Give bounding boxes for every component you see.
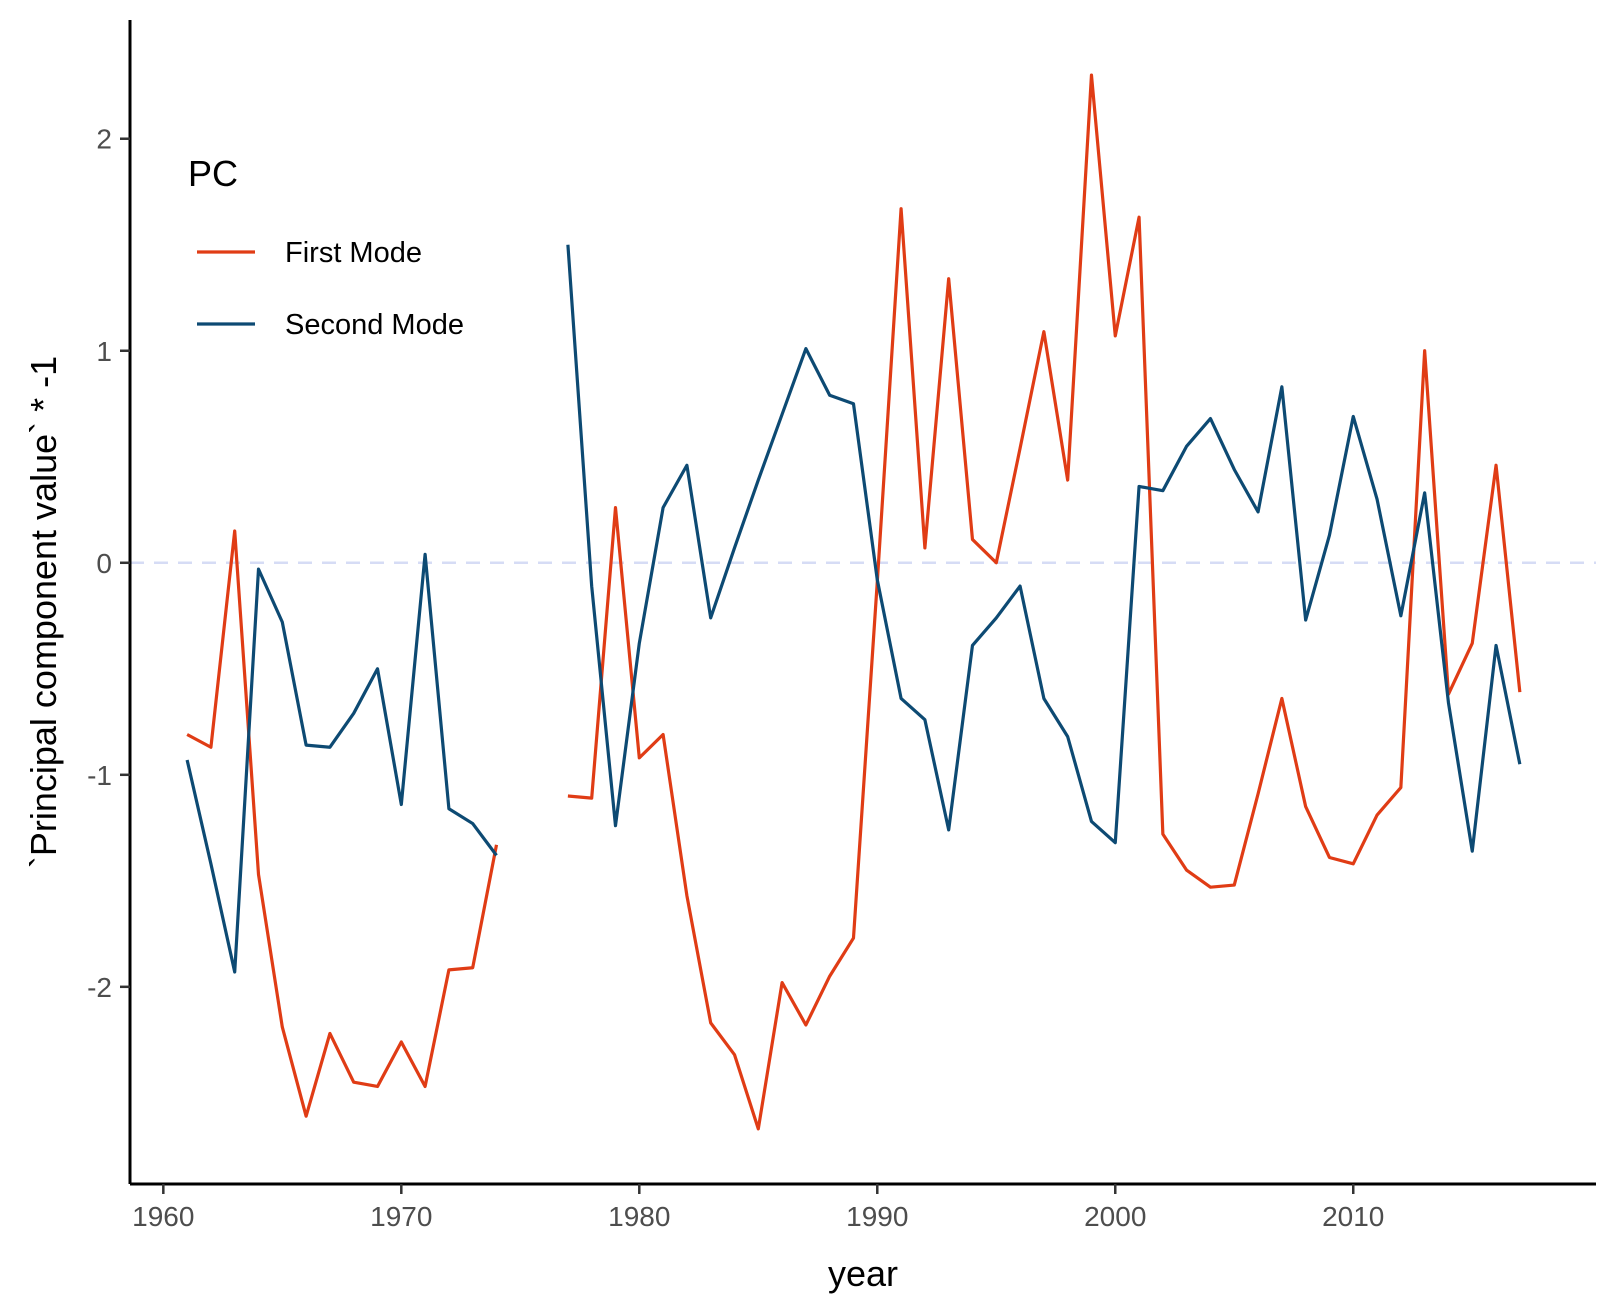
y-axis-title: `Principal component value` * -1 [23,356,64,868]
x-tick-label: 2010 [1322,1201,1384,1232]
x-tick-label: 1970 [370,1201,432,1232]
series-layer [185,73,1522,1131]
series-line-second-mode [185,244,1522,974]
x-tick-label: 2000 [1084,1201,1146,1232]
legend: PC First Mode Second Mode [188,153,464,341]
x-axis-title: year [828,1253,898,1294]
x-tick-label: 1990 [846,1201,908,1232]
x-tick-label: 1960 [132,1201,194,1232]
ticks-layer: 1960 1970 1980 1990 2000 2010 -2 -1 0 1 2 [87,124,1384,1232]
y-tick-label: -2 [87,972,112,1003]
legend-title: PC [188,153,238,194]
series-line-first-mode [186,73,1522,1131]
axes-layer [128,20,1596,1186]
y-tick-label: 1 [96,336,112,367]
y-tick-label: 0 [96,548,112,579]
y-tick-label: 2 [96,124,112,155]
x-tick-label: 1980 [608,1201,670,1232]
legend-label-second-mode: Second Mode [285,309,464,341]
y-tick-label: -1 [87,760,112,791]
legend-label-first-mode: First Mode [285,237,422,269]
